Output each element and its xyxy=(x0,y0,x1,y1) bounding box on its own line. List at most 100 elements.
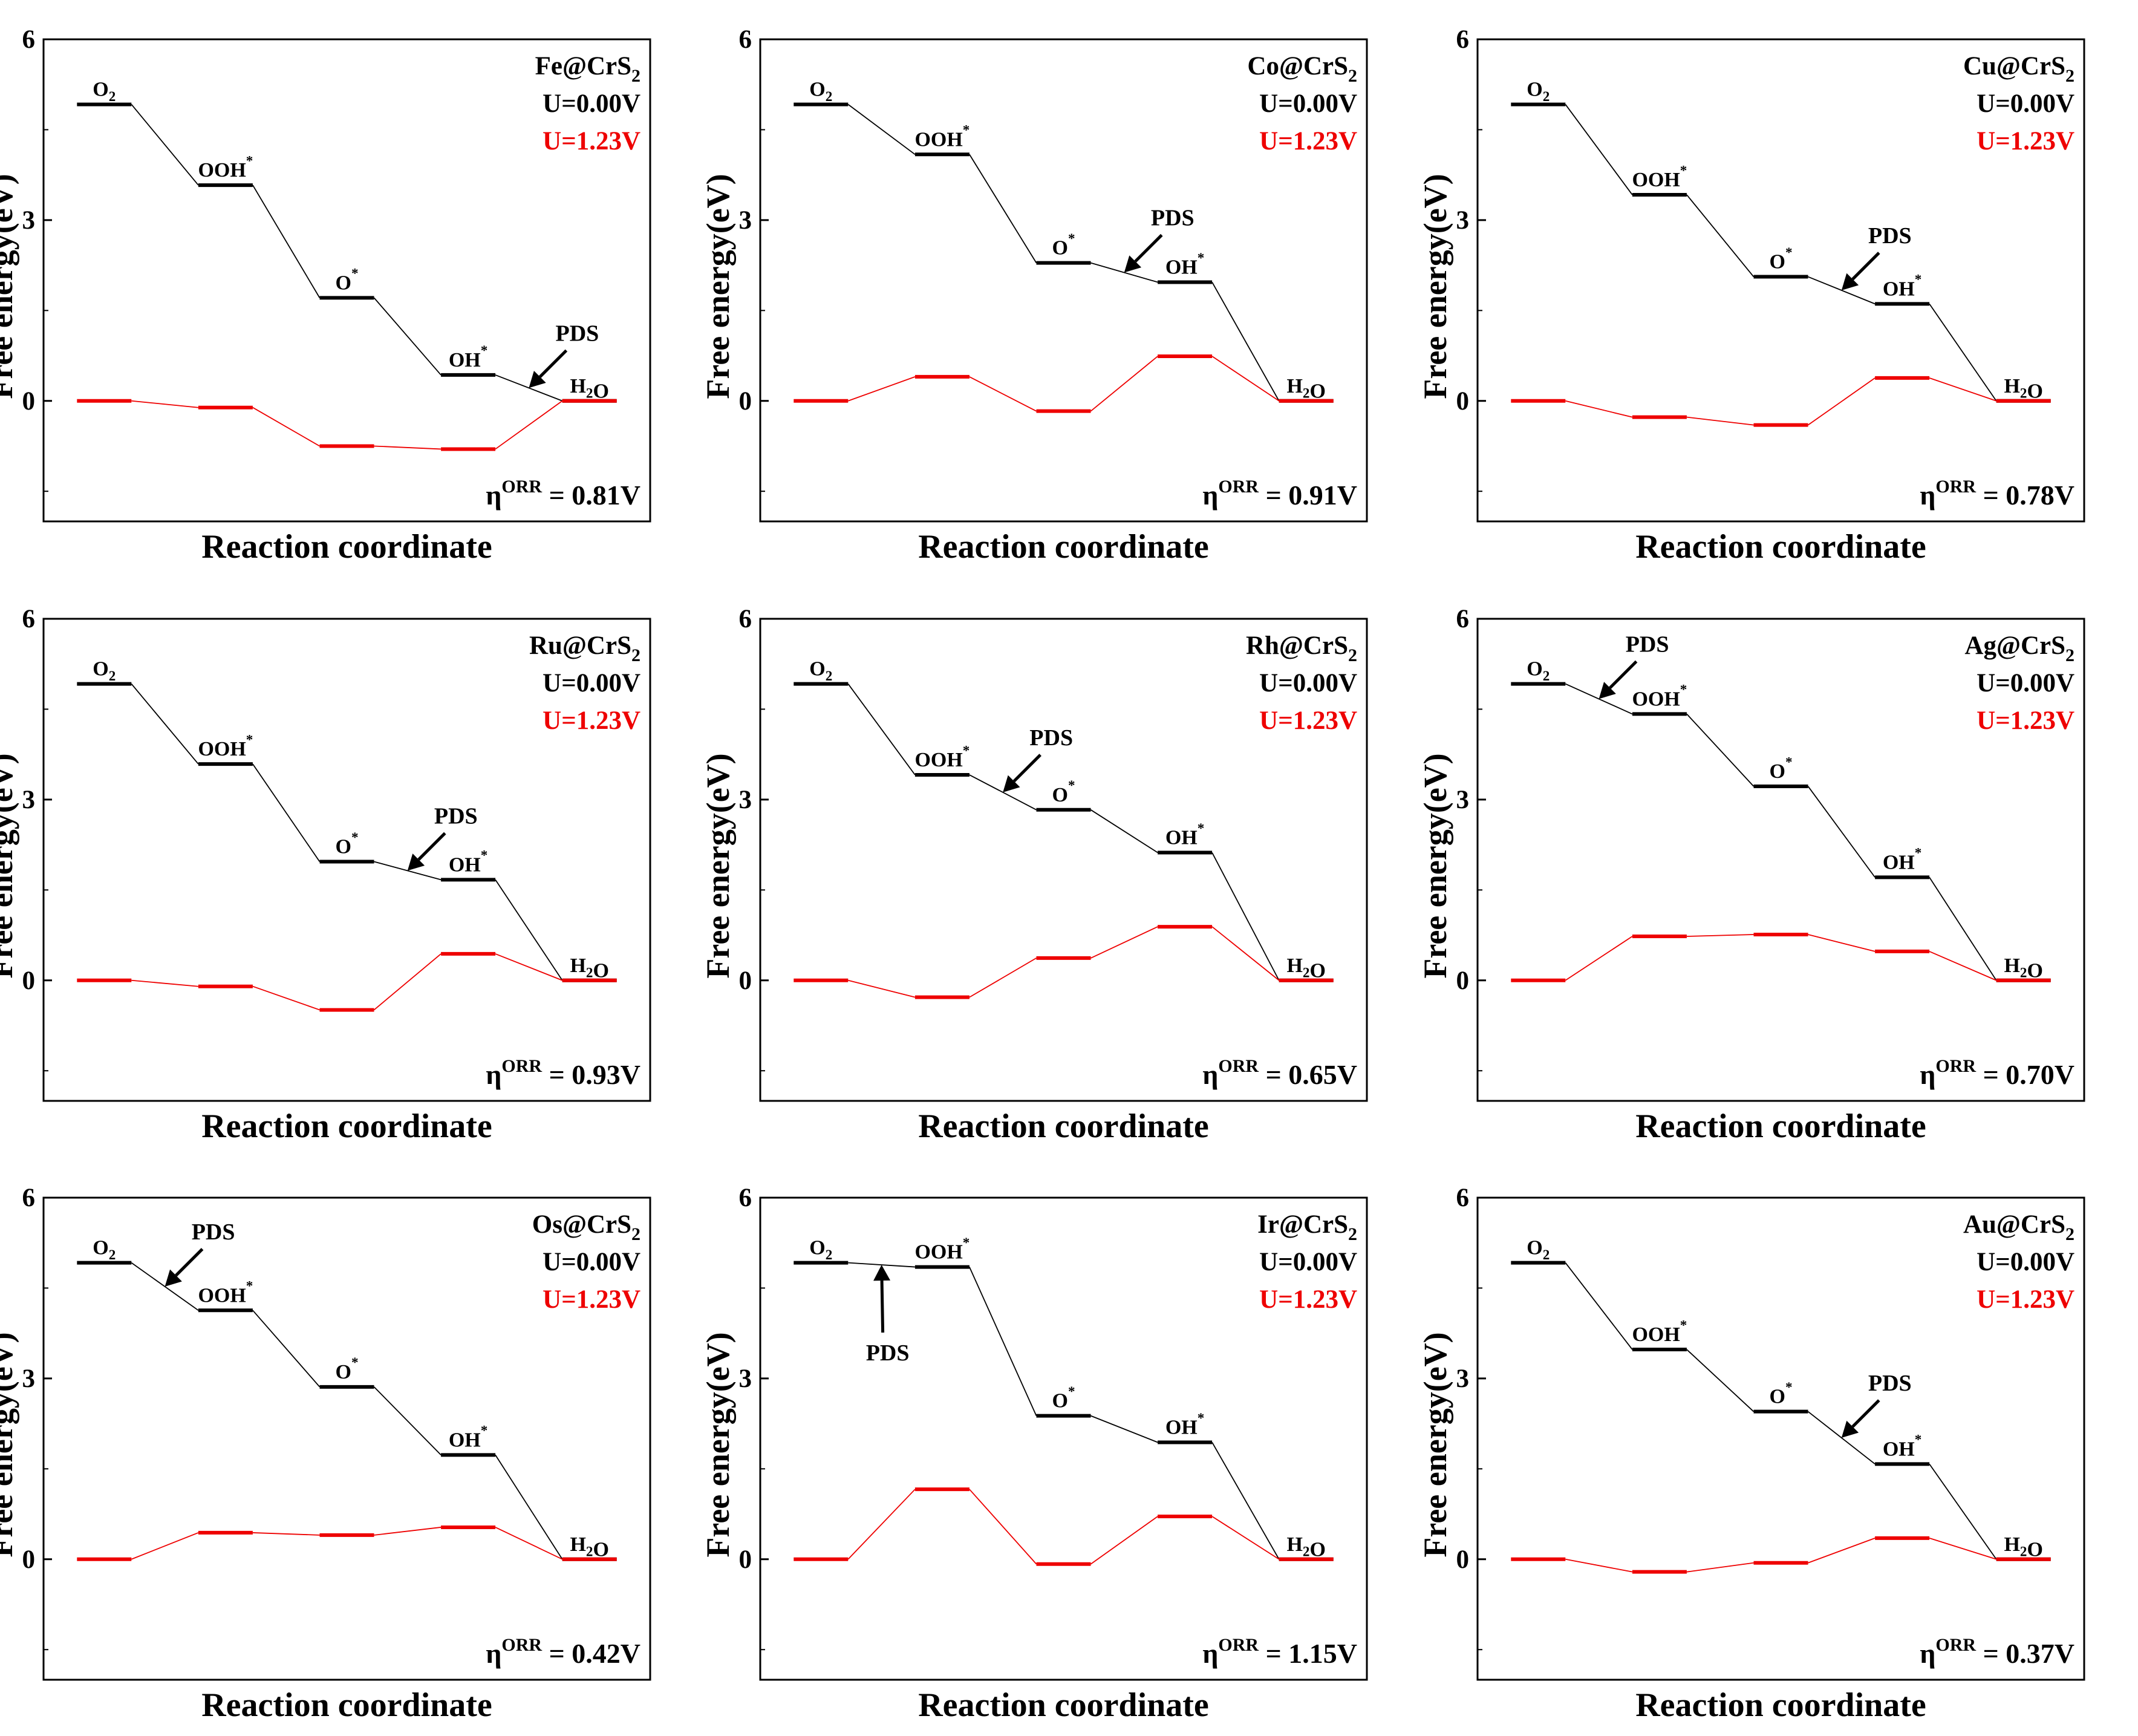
axes-frame xyxy=(759,38,1368,523)
connector-u123 xyxy=(495,1527,563,1560)
species-label: OH* xyxy=(1883,846,1921,874)
connector-u0 xyxy=(1565,104,1633,195)
y-axis-title: Free energy(eV) xyxy=(700,753,736,978)
connector-u0 xyxy=(1211,282,1280,402)
species-label: O2 xyxy=(1527,658,1550,685)
connector-u0 xyxy=(1211,1442,1280,1560)
connector-u0 xyxy=(847,684,916,775)
pds-label: PDS xyxy=(192,1219,235,1245)
y-tick-label: 6 xyxy=(1456,1184,1470,1212)
connector-u0 xyxy=(1807,786,1876,878)
overpotential-label: ηORR = 0.93V xyxy=(486,1056,640,1090)
connector-u0 xyxy=(1929,1463,1997,1560)
connector-u0 xyxy=(252,1310,321,1388)
y-axis-title: Free energy(eV) xyxy=(0,1332,19,1557)
overpotential-label: ηORR = 0.37V xyxy=(1920,1635,2074,1669)
x-axis-title: Reaction coordinate xyxy=(1635,528,1926,566)
connector-u0 xyxy=(495,879,563,981)
connector-u123 xyxy=(131,1532,199,1560)
species-label: H2O xyxy=(570,375,608,403)
x-axis-title: Reaction coordinate xyxy=(918,528,1209,566)
connector-u123 xyxy=(969,376,1037,412)
x-axis-title: Reaction coordinate xyxy=(1635,1108,1926,1145)
pds-arrow-shaft xyxy=(880,1281,885,1333)
catalyst-label: Ru@CrS2 xyxy=(529,631,640,665)
legend-u123: U=1.23V xyxy=(1259,706,1357,735)
species-label: O2 xyxy=(809,1237,832,1264)
species-label: OOH* xyxy=(1632,682,1687,711)
y-tick-label: 0 xyxy=(739,967,752,995)
species-label: O* xyxy=(1052,778,1075,806)
species-label: H2O xyxy=(1286,1533,1325,1561)
x-axis-title: Reaction coordinate xyxy=(201,1108,492,1145)
connector-u0 xyxy=(252,763,321,862)
species-label: OH* xyxy=(449,848,487,876)
connector-u0 xyxy=(1090,809,1158,853)
y-tick-label: 0 xyxy=(1456,967,1470,995)
y-tick-label: 6 xyxy=(739,25,752,54)
connector-u123 xyxy=(1565,1558,1633,1573)
pds-label: PDS xyxy=(1868,1371,1912,1396)
connector-u123 xyxy=(252,1532,320,1536)
y-tick-label: 3 xyxy=(22,206,36,235)
legend-u123: U=1.23V xyxy=(1977,1285,2074,1314)
connector-u123 xyxy=(1686,934,1754,937)
y-tick-label: 6 xyxy=(739,1184,752,1212)
axes-frame xyxy=(1476,38,2085,523)
pds-label: PDS xyxy=(1151,206,1194,231)
axes-frame xyxy=(42,618,651,1102)
connector-u123 xyxy=(1929,377,1996,402)
y-axis-title: Free energy(eV) xyxy=(1417,753,1453,978)
species-label: OH* xyxy=(449,343,487,371)
legend-u0: U=0.00V xyxy=(543,90,640,118)
axes-frame xyxy=(759,1196,1368,1681)
connector-u123 xyxy=(848,979,916,998)
species-label: O2 xyxy=(1527,79,1550,105)
legend-u123: U=1.23V xyxy=(1259,127,1357,155)
legend-u123: U=1.23V xyxy=(1977,127,2074,155)
pds-arrow-shaft xyxy=(417,832,446,861)
y-tick-label: 0 xyxy=(1456,387,1470,416)
species-label: OH* xyxy=(1165,250,1204,279)
connector-u123 xyxy=(1929,951,1997,981)
catalyst-label: Os@CrS2 xyxy=(532,1210,640,1244)
connector-u0 xyxy=(373,1386,442,1456)
legend-u123: U=1.23V xyxy=(1259,1285,1357,1314)
axes-frame xyxy=(42,1196,651,1681)
connector-u123 xyxy=(252,406,320,447)
species-label: O* xyxy=(1052,1384,1075,1412)
pds-label: PDS xyxy=(556,321,599,346)
x-axis-title: Reaction coordinate xyxy=(201,1686,492,1724)
species-label: H2O xyxy=(1286,954,1325,982)
connector-u123 xyxy=(374,445,442,450)
pds-label: PDS xyxy=(1029,725,1073,751)
species-label: OH* xyxy=(1165,821,1204,849)
connector-u0 xyxy=(1686,194,1755,278)
species-label: O* xyxy=(1769,1380,1792,1408)
pds-arrow-shaft xyxy=(1134,233,1163,263)
pds-arrow-shaft xyxy=(539,349,568,378)
overpotential-label: ηORR = 0.70V xyxy=(1920,1056,2074,1090)
axes-frame xyxy=(42,38,651,523)
y-tick-label: 3 xyxy=(739,206,752,235)
y-tick-label: 6 xyxy=(22,605,36,633)
y-tick-label: 6 xyxy=(1456,25,1470,54)
species-label: O* xyxy=(1769,754,1792,783)
species-label: O2 xyxy=(809,79,832,105)
connector-u123 xyxy=(969,1489,1037,1565)
connector-u0 xyxy=(131,104,199,186)
catalyst-label: Ir@CrS2 xyxy=(1257,1210,1357,1244)
y-tick-label: 0 xyxy=(22,967,36,995)
legend-u123: U=1.23V xyxy=(543,127,640,155)
axes-frame xyxy=(759,618,1368,1102)
overpotential-label: ηORR = 1.15V xyxy=(1202,1635,1357,1669)
connector-u123 xyxy=(131,979,198,987)
connector-u0 xyxy=(1929,876,1997,981)
y-tick-label: 6 xyxy=(1456,605,1470,633)
connector-u123 xyxy=(495,953,563,981)
legend-u123: U=1.23V xyxy=(543,1285,640,1314)
connector-u123 xyxy=(1565,400,1633,418)
